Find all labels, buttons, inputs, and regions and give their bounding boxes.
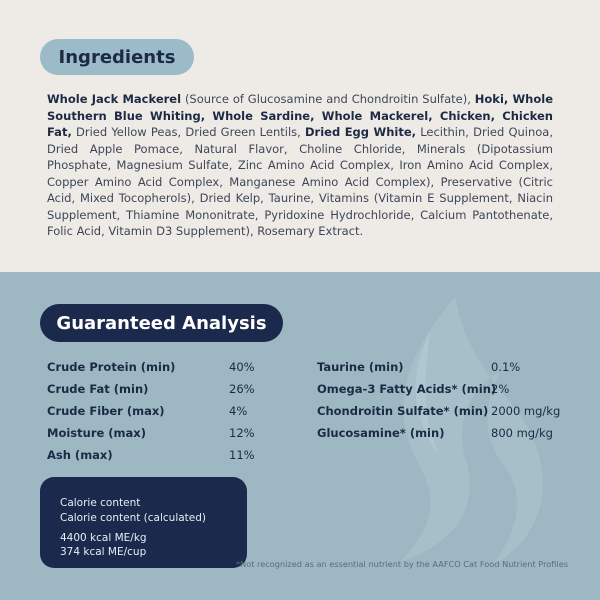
ingredient-bold: Hoki, Whole Southern Blue Whiting, Whole… <box>47 92 553 139</box>
analysis-label: Chondroitin Sulfate* (min) <box>317 404 489 418</box>
analysis-label: Taurine (min) <box>317 360 404 374</box>
analysis-value: 26% <box>229 382 255 396</box>
ingredient-text: Dried Yellow Peas, Dried Green Lentils, <box>71 125 305 139</box>
ingredients-heading: Ingredients <box>40 39 194 75</box>
analysis-label: Crude Fat (min) <box>47 382 149 396</box>
calorie-line: Calorie content (calculated) <box>60 512 207 524</box>
analysis-label: Omega-3 Fatty Acids* (min) <box>317 382 497 396</box>
analysis-label: Moisture (max) <box>47 426 146 440</box>
ingredients-list: Whole Jack Mackerel (Source of Glucosami… <box>47 91 553 240</box>
analysis-value: 12% <box>229 426 255 440</box>
calorie-line: Calorie content <box>60 497 141 509</box>
analysis-section: Guaranteed Analysis Crude Protein (min) … <box>0 272 600 600</box>
ingredients-section: Ingredients Whole Jack Mackerel (Source … <box>0 0 600 272</box>
analysis-label: Crude Fiber (max) <box>47 404 165 418</box>
analysis-value: 40% <box>229 360 255 374</box>
analysis-value: 800 mg/kg <box>491 426 553 440</box>
analysis-label: Ash (max) <box>47 448 113 462</box>
analysis-value: 11% <box>229 448 255 462</box>
flame-icon <box>400 297 543 567</box>
analysis-value: 4% <box>229 404 248 418</box>
ingredient-text: (Source of Glucosamine and Chondroitin S… <box>181 92 475 106</box>
analysis-value: 2% <box>491 382 510 396</box>
ingredient-bold: Whole Jack Mackerel <box>47 92 182 106</box>
calorie-box: Calorie content Calorie content (calcula… <box>40 477 247 568</box>
ingredient-text: Lecithin, Dried Quinoa, Dried Apple Poma… <box>47 125 554 238</box>
analysis-label: Glucosamine* (min) <box>317 426 445 440</box>
analysis-value: 2000 mg/kg <box>491 404 561 418</box>
analysis-label: Crude Protein (min) <box>47 360 176 374</box>
calorie-line: 4400 kcal ME/kg <box>60 532 147 544</box>
analysis-value: 0.1% <box>491 360 521 374</box>
ingredient-bold: Dried Egg White, <box>304 125 417 139</box>
calorie-line: 374 kcal ME/cup <box>60 546 147 558</box>
footnote: *Not recognized as an essential nutrient… <box>236 559 569 569</box>
analysis-heading: Guaranteed Analysis <box>40 304 283 342</box>
